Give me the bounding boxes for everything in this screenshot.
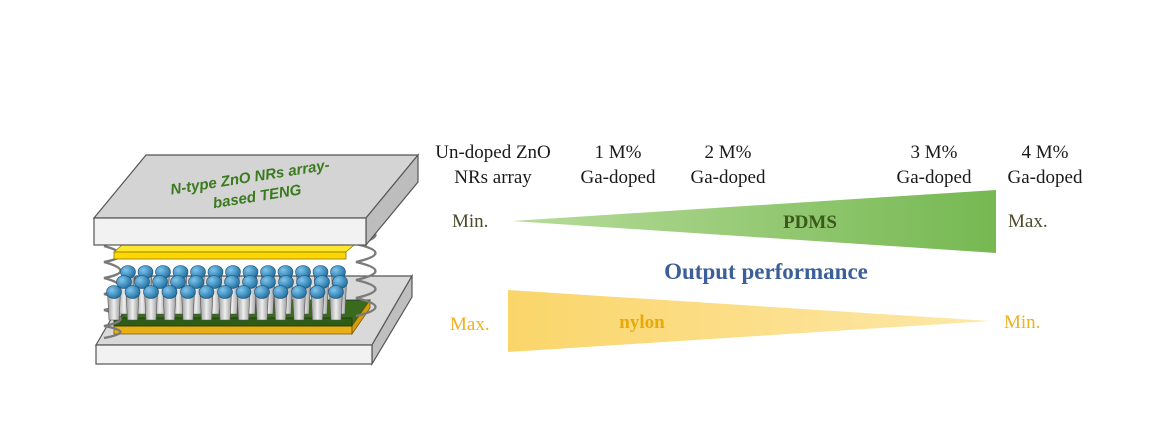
nanorod-cap — [254, 285, 270, 299]
nanorod-cap — [328, 285, 344, 299]
nylon-max-label: Max. — [450, 314, 490, 335]
nylon-min-label: Min. — [1004, 312, 1040, 333]
output-performance-label: Output performance — [664, 259, 868, 284]
nanorod-cap — [152, 275, 168, 289]
doping-level-2-line2: Ga-doped — [691, 167, 766, 188]
spring-left — [103, 244, 122, 340]
doping-level-0-line1: Un-doped ZnO — [435, 142, 551, 163]
nylon-wedge-group: nylon Max. Min. — [450, 290, 1040, 352]
pdms-wedge — [512, 190, 996, 253]
pdms-wedge-group: PDMS Min. Max. — [452, 190, 1048, 253]
pdms-min-label: Min. — [452, 211, 488, 232]
nanorod-cap — [124, 285, 141, 299]
nanorod-cap — [224, 275, 240, 289]
doping-level-3-line1: 3 M% — [911, 142, 958, 163]
teng-device: N-type ZnO NRs array- based TENG — [92, 153, 420, 367]
nanorod-cap — [272, 285, 289, 299]
nanorod-cap — [291, 285, 307, 299]
doping-level-2-line1: 2 M% — [705, 142, 752, 163]
doping-level-1-line1: 1 M% — [595, 142, 642, 163]
pdms-label: PDMS — [783, 212, 837, 233]
nanorod-cap — [198, 285, 215, 299]
nanorod-cap — [206, 275, 222, 289]
doping-level-3-line2: Ga-doped — [897, 167, 972, 188]
doping-level-4-line1: 4 M% — [1022, 142, 1069, 163]
pdms-max-label: Max. — [1008, 211, 1048, 232]
nanorod-cap — [309, 285, 326, 299]
doping-level-4-line2: Ga-doped — [1008, 167, 1083, 188]
nylon-label: nylon — [619, 312, 665, 333]
nylon-wedge — [508, 290, 990, 352]
nanorod-cap — [235, 285, 252, 299]
nanorod-cap — [143, 285, 159, 299]
nanorod-cap — [116, 275, 132, 289]
nanorod-cap — [217, 285, 233, 299]
doping-level-1-line2: Ga-doped — [581, 167, 656, 188]
nanorod-cap — [161, 285, 178, 299]
zno-nanorod-array — [106, 265, 348, 321]
nanorod-cap — [106, 285, 122, 299]
nanorod-cap — [134, 275, 150, 289]
doping-levels: Un-doped ZnO NRs array 1 M% Ga-doped 2 M… — [435, 142, 1083, 188]
nanorod-cap — [170, 275, 186, 289]
nanorod-cap — [188, 275, 204, 289]
nanorod-cap — [180, 285, 196, 299]
doping-level-0-line2: NRs array — [454, 167, 532, 188]
top-plate — [92, 153, 420, 247]
